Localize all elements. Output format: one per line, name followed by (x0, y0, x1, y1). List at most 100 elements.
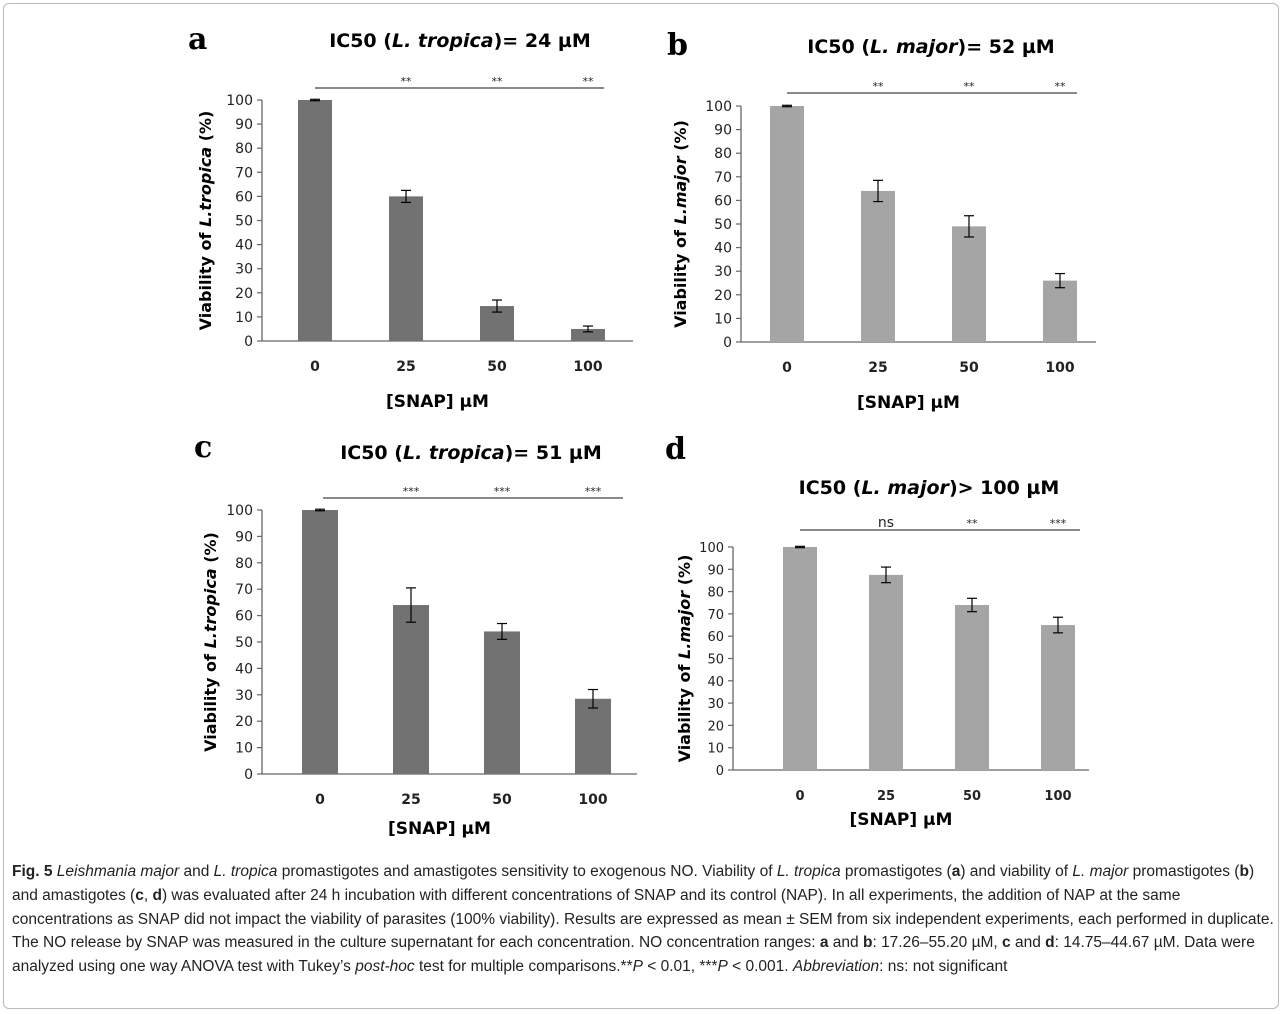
y-tick-label: 40 (235, 661, 253, 677)
y-tick-label: 80 (235, 556, 253, 572)
y-tick-label: 10 (235, 741, 253, 757)
bar-25 (861, 190, 895, 342)
caption-text: < 0.001. (727, 958, 793, 976)
caption-panel-ref: b (1239, 863, 1249, 880)
significance-mark: ** (964, 80, 976, 93)
caption-panel-ref: d (152, 886, 162, 904)
x-tick-label: 50 (963, 789, 981, 804)
x-tick-label: 100 (1045, 360, 1074, 376)
caption-species-4: L. major (1072, 863, 1129, 880)
y-tick-label: 90 (235, 117, 253, 133)
chart-b: IC50 (L. major)= 52 µM 0 10 20 30 40 50 60 70 80 9… (671, 36, 1096, 413)
caption-text: and (179, 863, 214, 880)
caption-text: and (828, 934, 863, 952)
y-tick-label: 40 (235, 238, 253, 254)
caption-panel-ref: b (862, 934, 873, 952)
caption-text: test for multiple comparisons.** (414, 958, 633, 976)
y-axis-label: Viability of L.tropica (%) (201, 532, 220, 752)
caption-text: : 14.75–44.67 µM. Data were analyzed usi… (12, 934, 1255, 976)
significance-mark: ** (873, 80, 885, 93)
x-tick-label: 50 (492, 792, 512, 808)
x-tick-label: 100 (573, 359, 602, 375)
bar-100 (571, 328, 605, 341)
caption-panel-ref: a (951, 863, 961, 880)
caption-panel-ref: d (1045, 934, 1055, 952)
y-tick-label: 100 (705, 99, 732, 115)
y-tick-label: 90 (235, 529, 253, 545)
y-tick-label: 70 (235, 165, 253, 181)
y-tick-label: 50 (235, 635, 253, 651)
caption-panel-ref: a (819, 934, 829, 952)
significance-mark: ** (967, 517, 979, 530)
bar-0 (302, 510, 338, 774)
bar-25 (389, 196, 423, 341)
x-tick-label: 50 (959, 360, 979, 376)
y-axis-label: Viability of L.tropica (%) (196, 111, 215, 331)
y-tick-label: 80 (714, 146, 732, 162)
significance-mark: ** (1055, 80, 1067, 93)
caption-text: ) and viability of (960, 863, 1073, 880)
caption-p-symbol: P (717, 958, 728, 976)
y-tick-label: 40 (714, 241, 732, 257)
y-tick-label: 0 (723, 335, 732, 351)
x-tick-label: 25 (396, 359, 415, 375)
panel-label-b: b (667, 28, 688, 63)
bar-0 (298, 100, 332, 341)
y-tick-label: 20 (235, 714, 253, 730)
bar-50 (955, 604, 989, 770)
y-tick-label: 30 (235, 262, 253, 278)
significance-mark: *** (585, 485, 602, 498)
panel-label-d: d (665, 432, 686, 467)
caption-text: , (143, 886, 153, 904)
x-axis-label: [SNAP] µM (850, 810, 953, 830)
figure-frame (3, 3, 1279, 1009)
y-tick-label: 30 (235, 688, 253, 704)
significance-mark: *** (1050, 517, 1067, 530)
caption-text: : ns: not significant (879, 958, 1008, 976)
chart-a: IC50 (L. tropica)= 24 µM 0 10 20 30 40 50 60 70 8… (196, 30, 633, 412)
y-tick-label: 50 (235, 214, 253, 230)
y-tick-label: 10 (235, 310, 253, 326)
caption-text: promastigotes ( (840, 863, 952, 880)
caption-text: ) was evaluated after 24 h incubation wi… (12, 886, 1274, 952)
y-tick-label: 70 (235, 582, 253, 598)
caption-text: promastigotes and amastigotes sensitivit… (277, 863, 777, 880)
figure-caption: Fig. 5 Leishmania major and L. tropica p… (12, 860, 1274, 979)
caption-species-3: L. tropica (776, 863, 841, 880)
bar-0 (783, 547, 817, 770)
caption-text: : 17.26–55.20 µM, (872, 934, 1003, 952)
caption-term: post-hoc (355, 958, 415, 976)
chart-title: IC50 (L. tropica)= 51 µM (340, 442, 602, 464)
bar-50 (484, 631, 520, 774)
caption-p-symbol: P (632, 958, 643, 976)
panel-label-a: a (188, 22, 208, 57)
bar-100 (575, 698, 611, 774)
x-tick-label: 25 (868, 360, 887, 376)
significance-mark: *** (403, 485, 420, 498)
significance-mark: ** (401, 75, 413, 88)
chart-d: IC50 (L. major)> 100 µM 0 10 20 30 40 50 60 70 80… (675, 477, 1089, 830)
x-axis-label: [SNAP] µM (857, 393, 960, 413)
chart-title: IC50 (L. major)= 52 µM (807, 36, 1054, 58)
chart-title: IC50 (L. tropica)= 24 µM (329, 30, 591, 52)
y-tick-label: 90 (714, 123, 732, 139)
y-tick-label: 40 (707, 675, 724, 690)
caption-text: ) and amastigotes ( (12, 863, 1255, 904)
significance-mark: ** (583, 75, 595, 88)
y-tick-label: 10 (707, 742, 724, 757)
caption-fig-label: Fig. 5 (12, 863, 53, 880)
y-tick-label: 0 (716, 764, 724, 779)
y-tick-label: 60 (707, 630, 724, 645)
y-tick-label: 100 (226, 503, 253, 519)
caption-text: promastigotes ( (1128, 863, 1240, 880)
y-tick-label: 50 (714, 217, 732, 233)
y-tick-label: 60 (235, 609, 253, 625)
caption-text: and (1010, 934, 1046, 952)
bar-100 (1041, 625, 1075, 770)
x-axis-label: [SNAP] µM (388, 819, 491, 839)
significance-mark: ** (492, 75, 504, 88)
y-tick-label: 0 (244, 767, 253, 783)
y-tick-label: 60 (714, 193, 732, 209)
bar-50 (952, 226, 986, 342)
x-axis-label: [SNAP] µM (386, 392, 489, 412)
